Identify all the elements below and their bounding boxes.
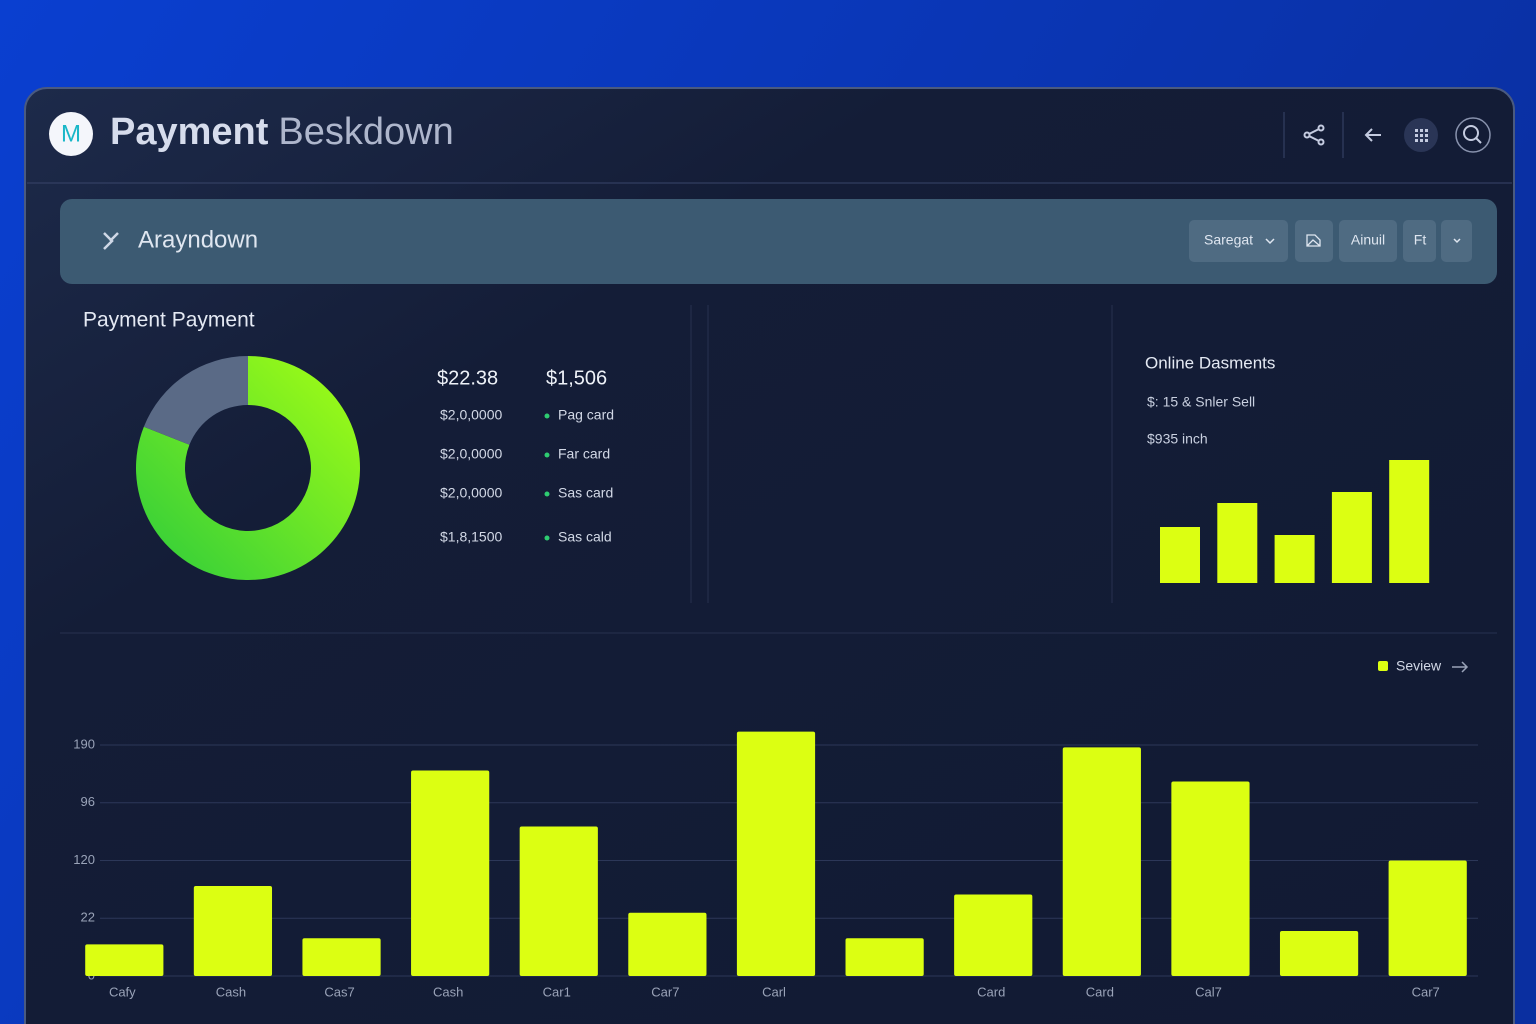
bar xyxy=(1274,535,1315,583)
collapse-icon[interactable] xyxy=(103,232,119,250)
row-label: Pag card xyxy=(558,407,614,423)
bar xyxy=(1279,931,1359,976)
bar xyxy=(1388,860,1467,976)
row-amount: $2,0,0000 xyxy=(440,446,502,462)
total: $22.38 xyxy=(437,367,498,389)
annotation: $935 inch xyxy=(1147,431,1208,447)
search-button[interactable] xyxy=(1455,117,1491,153)
x-tick-label: Cas7 xyxy=(324,984,354,999)
row-dot xyxy=(544,413,550,419)
chart-icon xyxy=(1306,234,1321,247)
grid-icon xyxy=(1415,129,1428,142)
row-dot xyxy=(544,452,550,458)
bar xyxy=(85,944,164,976)
dropdown-button[interactable] xyxy=(1189,220,1288,262)
x-tick-label: Cafy xyxy=(109,984,136,999)
bar xyxy=(1331,492,1372,583)
back-icon[interactable] xyxy=(1364,128,1381,142)
row-label: Far card xyxy=(558,446,610,462)
bar xyxy=(1062,747,1141,976)
title-rest: Beskdown xyxy=(278,111,453,153)
total: $1,506 xyxy=(546,367,607,389)
y-tick-label: 120 xyxy=(73,852,95,867)
donut-segment xyxy=(143,356,248,445)
x-tick-label: Car1 xyxy=(543,984,571,999)
x-tick-label: Cash xyxy=(216,984,246,999)
bar xyxy=(954,894,1033,976)
panel xyxy=(24,87,1515,1024)
bar xyxy=(736,731,816,976)
donut-segment xyxy=(136,356,361,580)
search-icon xyxy=(1463,125,1482,144)
filter-button[interactable] xyxy=(1339,220,1397,262)
chevron xyxy=(1453,238,1461,244)
y-tick-label: 22 xyxy=(81,910,95,925)
button-label: Ainuil xyxy=(1351,232,1385,248)
bar xyxy=(1160,527,1200,583)
legend-arrow xyxy=(1452,661,1469,673)
page-title: Payment Beskdown xyxy=(110,111,454,153)
row-dot xyxy=(544,535,550,541)
row-dot xyxy=(544,491,550,497)
row-amount: $1,8,1500 xyxy=(440,529,502,545)
button-label: Saregat xyxy=(1204,232,1253,248)
toolbar-title: Arayndown xyxy=(138,226,258,253)
bar xyxy=(411,770,490,976)
button-label: Ft xyxy=(1414,232,1427,248)
bar xyxy=(1171,781,1250,976)
toolbar xyxy=(60,199,1497,284)
bar xyxy=(302,938,381,976)
x-tick-label: Car7 xyxy=(1412,984,1440,999)
x-tick-label: Card xyxy=(977,984,1005,999)
format-button[interactable] xyxy=(1403,220,1436,262)
y-tick-label: 96 xyxy=(81,794,95,809)
legend-swatch xyxy=(1378,661,1388,671)
bar xyxy=(1389,460,1430,583)
bar xyxy=(845,938,924,976)
bar xyxy=(519,826,598,976)
bar xyxy=(193,886,273,976)
x-tick-label: Car7 xyxy=(651,984,679,999)
x-tick-label: Card xyxy=(1086,984,1114,999)
row-label: Sas card xyxy=(558,485,613,501)
bar xyxy=(1217,503,1258,583)
bar xyxy=(628,912,707,976)
chart-subtitle: $: 15 & Snler Sell xyxy=(1147,394,1255,410)
chart-title: Online Dasments xyxy=(1145,353,1275,372)
title-bold: Payment xyxy=(110,111,269,153)
share-icon[interactable] xyxy=(1303,124,1325,146)
row-amount: $2,0,0000 xyxy=(440,485,502,501)
chevron xyxy=(1265,238,1275,245)
logo[interactable] xyxy=(49,112,93,156)
logo-letter: M xyxy=(61,120,81,147)
row-label: Sas cald xyxy=(558,529,612,545)
x-tick-label: Cal7 xyxy=(1195,984,1222,999)
section-title: Payment Payment xyxy=(83,309,255,332)
legend-label: Seview xyxy=(1396,658,1442,674)
row-amount: $2,0,0000 xyxy=(440,407,502,423)
x-tick-label: Cash xyxy=(433,984,463,999)
x-tick-label: Carl xyxy=(762,984,786,999)
y-tick-label: 190 xyxy=(73,736,95,751)
